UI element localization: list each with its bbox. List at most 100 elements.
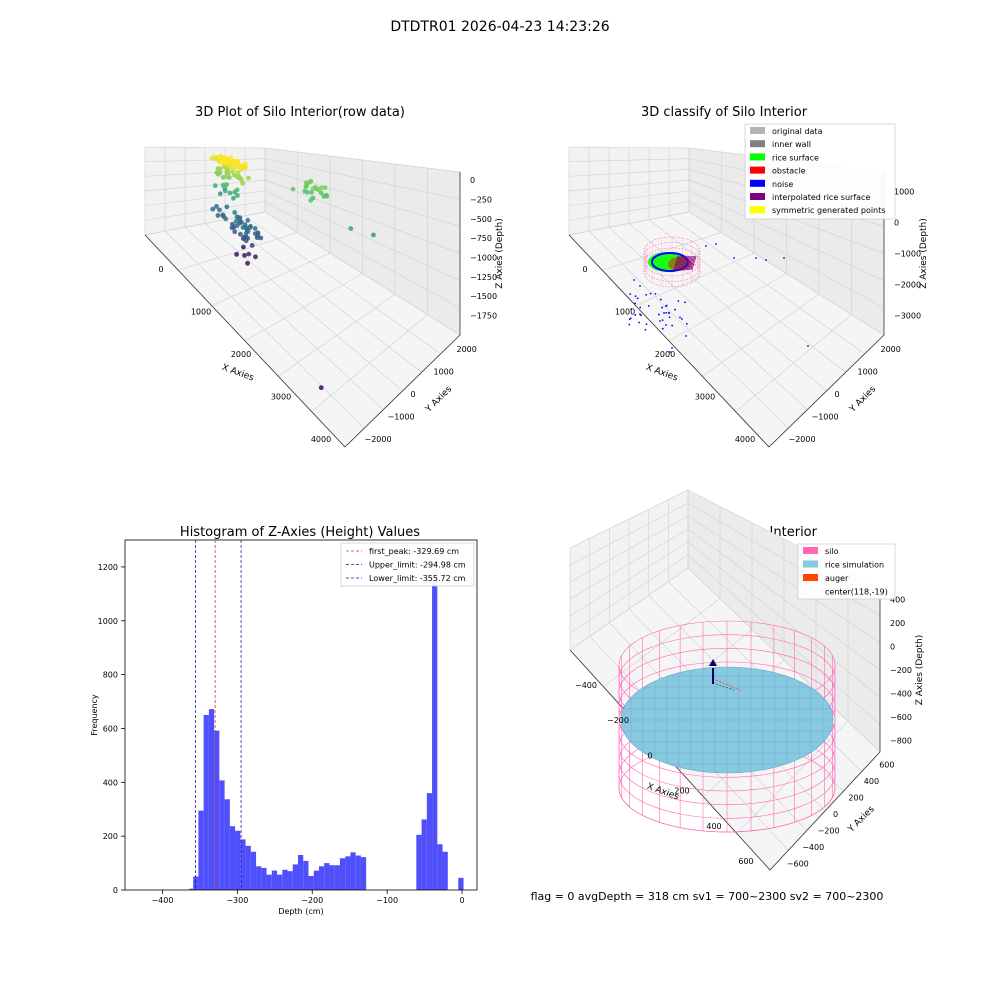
- histogram-bar: [250, 851, 257, 890]
- histogram-bar: [271, 870, 278, 890]
- raw-point: [245, 260, 250, 266]
- noise-point: [668, 316, 671, 319]
- classify-x-tick: 2000: [655, 350, 675, 359]
- raw-point: [217, 170, 223, 176]
- histogram-bar: [324, 863, 330, 890]
- raw-point: [237, 231, 243, 237]
- simulation-z-tick: −400: [890, 690, 912, 699]
- raw-point: [234, 251, 240, 257]
- classify-x-tick: 4000: [735, 435, 755, 444]
- noise-point: [645, 293, 648, 296]
- raw-point: [232, 210, 238, 215]
- raw-x-tick: 2000: [231, 350, 251, 359]
- figure-title: DTDTR01 2026-04-23 14:23:26: [390, 19, 609, 35]
- histogram-x-tick: −300: [226, 896, 248, 905]
- simulation-legend-label: rice simulation: [825, 561, 884, 570]
- noise-point: [783, 257, 785, 259]
- interp-line: [683, 255, 688, 271]
- interp-line: [674, 255, 680, 271]
- raw-point: [237, 164, 243, 170]
- raw-point: [214, 203, 219, 209]
- simulation-legend: silo rice simulation auger center(118,-19): [797, 543, 896, 600]
- simulation-x-tick: 400: [706, 822, 721, 831]
- raw-point: [233, 163, 239, 169]
- noise-point: [807, 345, 809, 347]
- raw-point: [247, 225, 253, 230]
- raw-x-tick: 1000: [191, 308, 211, 317]
- classify-z-label: Z Axies (Depth): [919, 218, 929, 289]
- noise-point: [659, 298, 662, 301]
- noise-point: [629, 293, 632, 296]
- raw-y-tick: 0: [411, 390, 416, 399]
- simulation-z-tick: −800: [890, 737, 912, 746]
- raw-point: [235, 170, 241, 175]
- classify-legend-swatch: [750, 140, 765, 148]
- histogram-bar: [350, 852, 356, 890]
- interp-line: [679, 255, 685, 271]
- simulation-legend-label: silo: [825, 547, 839, 556]
- simulation-y-tick: −200: [818, 827, 840, 836]
- raw-point: [255, 230, 261, 236]
- noise-point: [671, 347, 673, 349]
- noise-point: [647, 305, 650, 307]
- noise-point: [661, 306, 663, 309]
- raw-point: [224, 182, 230, 188]
- histogram-bar: [329, 865, 335, 890]
- noise-point: [677, 300, 680, 302]
- raw-point: [290, 186, 296, 192]
- histogram-bar: [287, 871, 293, 890]
- noise-point: [634, 295, 637, 298]
- histogram-bar: [240, 839, 246, 890]
- noise-point: [765, 259, 767, 261]
- interp-line: [689, 255, 694, 271]
- classify-panel: 3D classify of Silo Interior 0 1000 2000 30…: [568, 105, 929, 448]
- histogram-bar: [313, 870, 319, 890]
- classify-legend-box: [744, 123, 896, 220]
- histogram-x-tick: 0: [459, 896, 464, 905]
- histogram-panel: Histogram of Z-Axies (Height) Values −40…: [90, 525, 478, 916]
- raw-point: [308, 178, 314, 184]
- histogram-title: Histogram of Z-Axies (Height) Values: [180, 525, 420, 540]
- classify-y-tick: −2000: [789, 435, 816, 444]
- noise-point: [665, 311, 668, 314]
- simulation-y-tick: 600: [879, 760, 894, 769]
- histogram-bar: [266, 874, 272, 890]
- raw-point: [253, 254, 258, 260]
- classify-y-tick: 2000: [881, 345, 901, 354]
- histogram-y-tick: 200: [103, 832, 118, 841]
- raw-point: [318, 385, 324, 391]
- simulation-y-tick: 0: [833, 810, 838, 819]
- noise-point: [629, 317, 632, 320]
- classify-legend-swatch: [750, 166, 765, 174]
- raw-point: [211, 154, 217, 160]
- noise-point: [681, 318, 683, 320]
- simulation-z-tick: 200: [890, 619, 905, 628]
- histogram-bar: [303, 860, 309, 890]
- classify-legend-swatch: [750, 193, 765, 200]
- histogram-bar: [308, 876, 314, 890]
- histogram-x-tick: −400: [151, 896, 173, 905]
- noise-point: [644, 328, 647, 331]
- histogram-y-tick: 1200: [98, 563, 118, 572]
- classify-legend-swatch: [750, 179, 765, 187]
- histogram-bar: [282, 869, 288, 890]
- silo-front-rim: [618, 787, 836, 833]
- histogram-frame: [124, 539, 478, 891]
- raw-y-tick: 2000: [457, 345, 477, 354]
- histogram-bar: [261, 867, 267, 890]
- histogram-bar: [339, 858, 346, 890]
- noise-point: [639, 285, 641, 287]
- noise-point: [636, 297, 639, 300]
- raw-point: [234, 223, 240, 228]
- interp-line: [691, 255, 697, 271]
- noise-point: [685, 335, 687, 337]
- histogram-bar: [256, 866, 262, 890]
- classify-x-tick: 0: [582, 265, 587, 274]
- noise-point: [665, 305, 667, 308]
- raw-point: [245, 218, 251, 223]
- raw-point: [348, 226, 354, 231]
- histogram-bar: [292, 864, 299, 890]
- classify-legend-swatch: [750, 153, 765, 161]
- classify-legend-label: rice surface: [772, 153, 819, 162]
- simulation-z-tick: −200: [890, 666, 912, 675]
